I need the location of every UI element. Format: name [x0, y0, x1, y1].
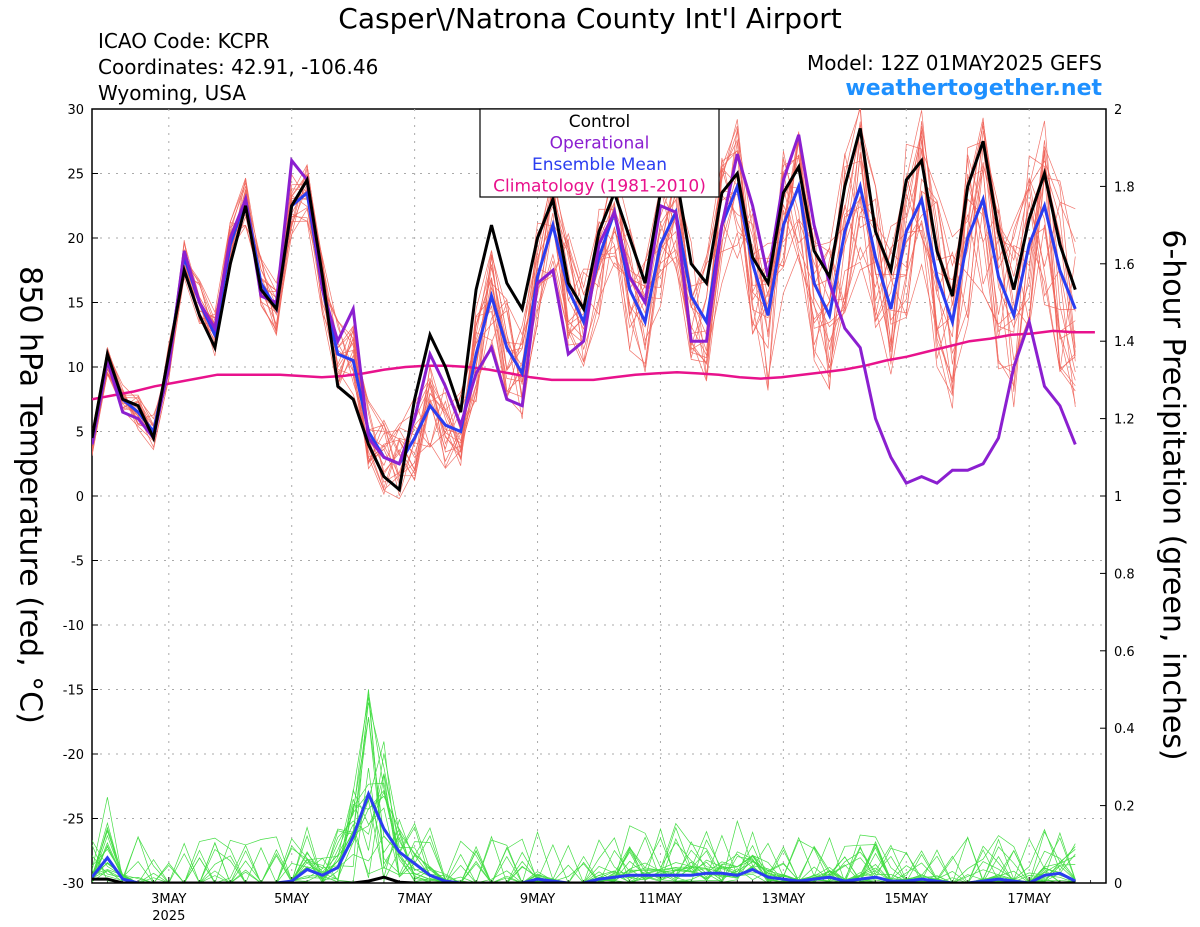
left-tick-label: 25 — [67, 168, 84, 183]
right-tick-label: 1.2 — [1114, 413, 1135, 428]
left-tick-label: 20 — [67, 232, 84, 247]
plot-series — [92, 109, 1095, 883]
left-tick-label: -5 — [71, 555, 84, 570]
legend-entry: Climatology (1981-2010) — [493, 177, 706, 197]
x-tick-label: 5MAY — [274, 892, 309, 907]
precip-member-line — [92, 689, 1076, 883]
right-tick-label: 2 — [1114, 103, 1122, 118]
legend-entry: Control — [569, 112, 630, 132]
left-tick-label: 0 — [76, 490, 84, 505]
x-tick-label: 11MAY — [639, 892, 683, 907]
left-tick-label: -25 — [63, 813, 84, 828]
right-tick-label: 0 — [1114, 877, 1122, 892]
right-tick-label: 1 — [1114, 490, 1122, 505]
left-tick-label: -10 — [63, 619, 84, 634]
right-tick-label: 1.4 — [1114, 335, 1135, 350]
left-tick-label: 10 — [67, 361, 84, 376]
precip-member-line — [92, 799, 1076, 883]
coordinates: Coordinates: 42.91, -106.46 — [98, 55, 379, 79]
x-tick-label: 17MAY — [1007, 892, 1051, 907]
temp-member-line — [92, 109, 1076, 477]
precip-member-line — [92, 826, 1076, 883]
legend-entry: Operational — [550, 134, 650, 154]
precip-member-line — [92, 789, 1076, 883]
left-tick-label: 30 — [67, 103, 84, 118]
legend-box — [479, 108, 720, 198]
right-tick-label: 0.2 — [1114, 800, 1135, 815]
x-tick-label: 9MAY — [520, 892, 555, 907]
precip-member-line — [92, 741, 1076, 883]
right-tick-label: 1.8 — [1114, 180, 1135, 195]
site-link[interactable]: weathertogether.net — [845, 76, 1102, 101]
right-tick-label: 1.6 — [1114, 258, 1135, 273]
right-tick-label: 0.6 — [1114, 645, 1135, 660]
page-title: Casper\/Natrona County Int'l Airport — [338, 2, 842, 35]
left-tick-label: -20 — [63, 748, 84, 763]
region: Wyoming, USA — [98, 81, 247, 105]
x-tick-label: 7MAY — [397, 892, 432, 907]
legend-entry: Ensemble Mean — [532, 155, 667, 175]
x-tick-label: 3MAY — [151, 892, 186, 907]
left-tick-label: 15 — [67, 297, 84, 312]
left-tick-label: -15 — [63, 684, 84, 699]
precip-member-line — [92, 795, 1076, 883]
icao-code: ICAO Code: KCPR — [98, 29, 270, 53]
right-tick-label: 0.8 — [1114, 567, 1135, 582]
x-tick-sublabel: 2025 — [152, 909, 185, 924]
left-tick-label: 5 — [76, 426, 84, 441]
right-tick-label: 0.4 — [1114, 722, 1135, 737]
model-run: Model: 12Z 01MAY2025 GEFS — [807, 51, 1102, 75]
control-temp-line — [92, 128, 1077, 493]
left-tick-label: -30 — [63, 877, 84, 892]
x-tick-label: 13MAY — [762, 892, 806, 907]
ensemble-mean-precip-line — [92, 789, 1076, 883]
precip-member-line — [92, 753, 1076, 883]
x-tick-label: 15MAY — [884, 892, 928, 907]
climatology-line — [92, 329, 1095, 401]
temp-member-line — [92, 125, 1076, 454]
